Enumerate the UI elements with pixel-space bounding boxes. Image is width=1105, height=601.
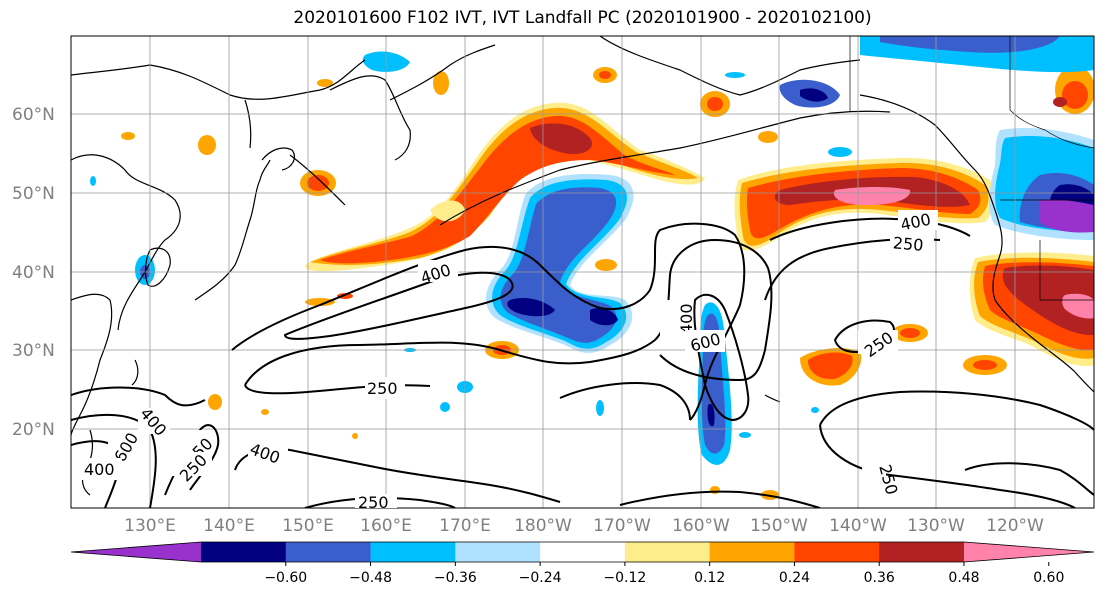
colorbar-swatch bbox=[201, 542, 287, 562]
lon-label-140e: 140°E bbox=[203, 516, 255, 536]
lon-label-160e: 160°E bbox=[360, 516, 412, 536]
longitude-labels: 130°E 140°E 150°E 160°E 170°E 180°W 170°… bbox=[124, 516, 1044, 536]
ivt-shading-positive bbox=[121, 66, 1094, 500]
colorbar: −0.60 −0.48 −0.36 −0.24 −0.12 0.12 0.24 0.36 0.4… bbox=[70, 541, 1095, 586]
contour-label: 250 bbox=[358, 493, 389, 512]
colorbar-swatch bbox=[285, 542, 372, 562]
lon-label-130e: 130°E bbox=[124, 516, 176, 536]
lon-label-130w: 130°W bbox=[907, 516, 965, 536]
contour-label: 400 bbox=[84, 460, 115, 479]
colorbar-tick-label: 0.48 bbox=[948, 570, 979, 586]
lat-label-20n: 20°N bbox=[12, 420, 55, 440]
colorbar-tick-label: 0.36 bbox=[864, 570, 895, 586]
colorbar-swatch bbox=[370, 542, 456, 562]
lat-label-60n: 60°N bbox=[12, 105, 55, 125]
lon-label-150e: 150°E bbox=[282, 516, 334, 536]
colorbar-tick-label: −0.48 bbox=[349, 570, 392, 586]
contour-label: 400 bbox=[677, 303, 696, 334]
colorbar-ticks: −0.60 −0.48 −0.36 −0.24 −0.12 0.12 0.24 0.36 0.4… bbox=[264, 562, 1064, 586]
colorbar-swatch bbox=[540, 542, 626, 562]
contour-labels: 400 250 400 600 250 400 250 400 600 250 … bbox=[82, 210, 938, 512]
colorbar-tick-label: −0.36 bbox=[434, 570, 477, 586]
colorbar-tick-label: 0.12 bbox=[694, 570, 725, 586]
colorbar-tick-label: 0.24 bbox=[779, 570, 810, 586]
colorbar-tick-label: −0.24 bbox=[519, 570, 562, 586]
map-title: 2020101600 F102 IVT, IVT Landfall PC (20… bbox=[293, 8, 872, 28]
lat-label-30n: 30°N bbox=[12, 341, 55, 361]
colorbar-swatch bbox=[71, 542, 201, 562]
colorbar-swatch bbox=[624, 542, 711, 562]
colorbar-swatch bbox=[879, 542, 965, 562]
colorbar-swatches bbox=[70, 541, 1095, 563]
colorbar-tick-label: −0.12 bbox=[603, 570, 646, 586]
colorbar-swatch bbox=[964, 542, 1094, 562]
colorbar-tick-label: −0.60 bbox=[264, 570, 307, 586]
colorbar-swatch bbox=[709, 542, 795, 562]
colorbar-swatch bbox=[794, 542, 880, 562]
lat-label-40n: 40°N bbox=[12, 263, 55, 283]
colorbar-outline bbox=[70, 541, 1095, 563]
colorbar-swatch bbox=[455, 542, 541, 562]
coastlines bbox=[71, 36, 1094, 496]
lon-label-120w: 120°W bbox=[986, 516, 1044, 536]
colorbar-tick-label: 0.60 bbox=[1033, 570, 1064, 586]
contour-label: 250 bbox=[892, 233, 924, 255]
latitude-labels: 60°N 50°N 40°N 30°N 20°N bbox=[12, 105, 55, 440]
lon-label-160w: 160°W bbox=[672, 516, 730, 536]
lon-label-180w: 180°W bbox=[514, 516, 572, 536]
lon-label-150w: 150°W bbox=[750, 516, 808, 536]
map-frame bbox=[70, 35, 1095, 509]
lat-label-50n: 50°N bbox=[12, 184, 55, 204]
lon-label-170e: 170°E bbox=[439, 516, 491, 536]
contour-label: 250 bbox=[367, 379, 398, 398]
graticule bbox=[71, 36, 1094, 508]
lon-label-140w: 140°W bbox=[829, 516, 887, 536]
lon-label-170w: 170°W bbox=[593, 516, 651, 536]
political-borders bbox=[849, 36, 1094, 301]
